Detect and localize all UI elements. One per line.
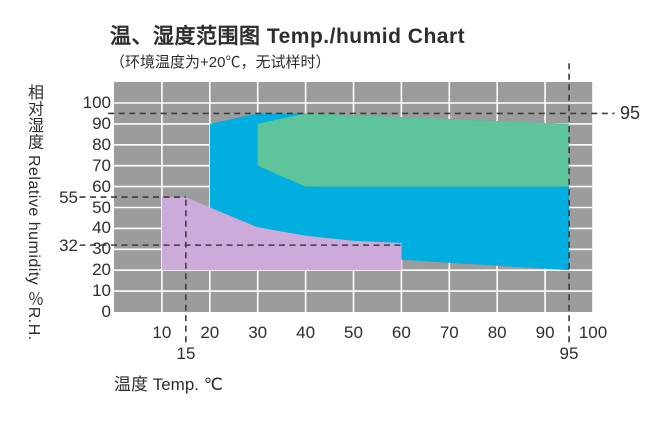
y-tick-label: 90 — [92, 113, 111, 133]
y-tick-label: 80 — [92, 134, 111, 154]
chart-subtitle: （环境温度为+20℃，无试样时） — [110, 54, 331, 71]
y-tick-label: 70 — [92, 155, 111, 175]
y-tick-label: 50 — [92, 197, 111, 217]
y-tick-label: 40 — [92, 218, 111, 238]
temp-95-label: 95 — [559, 344, 579, 363]
humidity-55-label: 55 — [59, 188, 78, 207]
x-tick-label: 100 — [578, 323, 608, 342]
humidity-95-label: 95 — [620, 103, 641, 123]
humidity-32-label: 32 — [59, 236, 78, 255]
y-tick-label: 100 — [82, 93, 111, 112]
x-tick-label: 40 — [296, 323, 316, 342]
page-title: 温、湿度范围图 Temp./humid Chart — [110, 25, 466, 48]
x-tick-label: 20 — [200, 323, 220, 342]
y-axis-title: 相对湿度 Relative humidity ％R.H. — [25, 84, 42, 341]
x-tick-label: 90 — [535, 323, 555, 342]
y-tick-label: 60 — [92, 176, 111, 196]
region-constant-humidity-range — [257, 113, 569, 187]
x-tick-label: 10 — [152, 323, 172, 342]
x-tick-label: 50 — [344, 323, 363, 342]
x-tick-label: 60 — [391, 323, 411, 342]
x-tick-label: 80 — [487, 323, 507, 342]
x-axis-title: 温度 Temp. ℃ — [114, 375, 223, 394]
region-low-humidity-range — [161, 197, 402, 271]
y-tick-label: 0 — [101, 302, 111, 321]
y-tick-label: 20 — [92, 260, 111, 280]
x-tick-label: 70 — [439, 323, 459, 342]
temp-15-label: 15 — [176, 344, 196, 363]
y-tick-label: 30 — [92, 239, 111, 259]
y-tick-label: 10 — [92, 281, 111, 301]
x-tick-label: 30 — [248, 323, 268, 342]
